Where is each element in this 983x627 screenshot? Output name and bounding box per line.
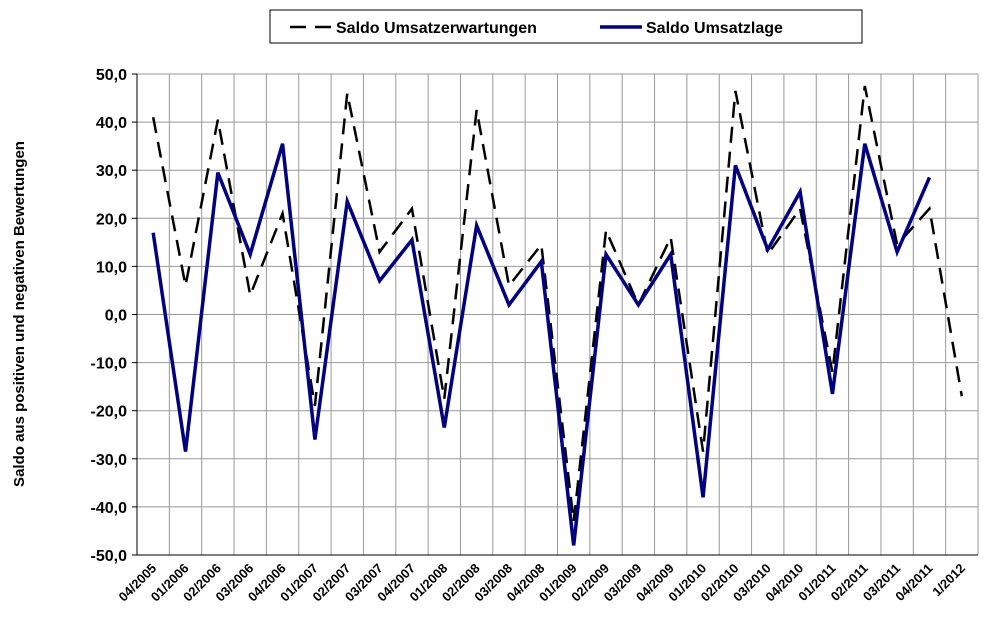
y-tick-label: 30,0 bbox=[96, 163, 127, 180]
y-tick-label: 40,0 bbox=[96, 115, 127, 132]
y-axis-label: Saldo aus positiven und negativen Bewert… bbox=[11, 141, 28, 487]
series-line bbox=[151, 143, 932, 546]
y-tick-label: 0,0 bbox=[105, 308, 127, 325]
x-tick-label: 1/2012 bbox=[929, 561, 968, 600]
legend-label: Saldo Umsatzlage bbox=[646, 20, 783, 37]
y-tick-label: -50,0 bbox=[91, 548, 128, 565]
legend-label: Saldo Umsatzerwartungen bbox=[336, 20, 537, 37]
y-tick-label: -40,0 bbox=[91, 500, 128, 517]
y-tick-label: 20,0 bbox=[96, 211, 127, 228]
y-tick-label: 10,0 bbox=[96, 259, 127, 276]
y-tick-label: -20,0 bbox=[91, 404, 128, 421]
series-line bbox=[151, 85, 964, 522]
legend-box bbox=[269, 9, 863, 44]
y-tick-label: 50,0 bbox=[96, 67, 127, 84]
y-tick-label: -30,0 bbox=[91, 452, 128, 469]
y-tick-label: -10,0 bbox=[91, 356, 128, 373]
